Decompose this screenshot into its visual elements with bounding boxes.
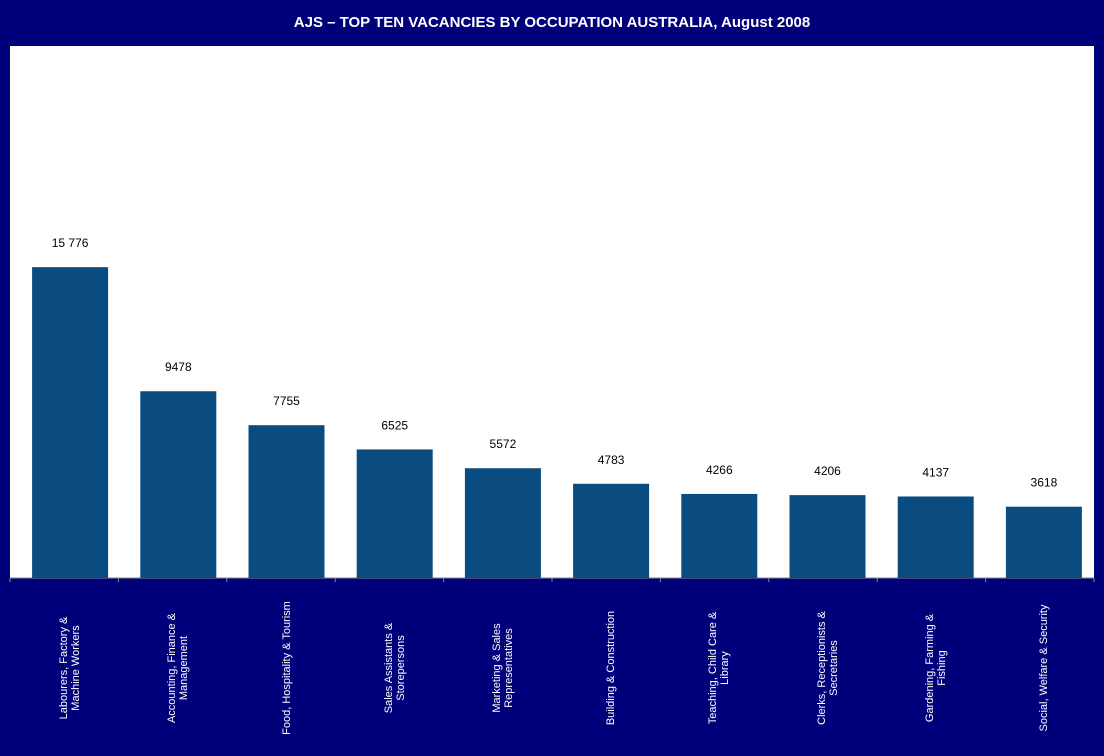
chart-title: AJS – TOP TEN VACANCIES BY OCCUPATION AU… bbox=[294, 14, 810, 31]
bar bbox=[897, 496, 974, 578]
bar bbox=[464, 468, 541, 578]
value-label: 4266 bbox=[706, 463, 733, 477]
x-tick-label: Building & Construction bbox=[605, 610, 618, 726]
value-label: 6525 bbox=[381, 418, 408, 432]
bar bbox=[140, 391, 217, 578]
value-label: 7755 bbox=[273, 394, 300, 408]
x-tick-label: Teaching, Child Care & Library bbox=[707, 611, 732, 725]
x-tick-label: Labourers, Factory & Machine Workers bbox=[58, 616, 83, 720]
bar bbox=[32, 267, 109, 578]
bar bbox=[1005, 506, 1082, 578]
bar bbox=[356, 449, 433, 578]
x-tick-label: Gardening, Farming & Fishing bbox=[923, 613, 948, 723]
value-label: 9478 bbox=[165, 360, 192, 374]
value-label: 15 776 bbox=[52, 236, 89, 250]
value-label: 5572 bbox=[490, 437, 517, 451]
value-label: 4783 bbox=[598, 453, 625, 467]
x-tick-label: Accounting, Finance & Management bbox=[166, 612, 191, 724]
value-label: 4137 bbox=[922, 465, 949, 479]
x-tick-label: Sales Assistants & Storepersons bbox=[382, 622, 407, 714]
bar bbox=[573, 483, 650, 578]
bar bbox=[248, 425, 325, 578]
x-tick-label: Food, Hospitality & Tourism bbox=[280, 601, 293, 735]
bar bbox=[681, 493, 758, 578]
value-label: 4206 bbox=[814, 464, 841, 478]
x-tick-label: Social, Welfare & Security bbox=[1037, 604, 1050, 732]
x-tick-label: Marketing & Sales Representatives bbox=[490, 623, 515, 713]
value-label: 3618 bbox=[1031, 476, 1058, 490]
x-tick-label: Clerks, Receptionists & Secretaries bbox=[815, 611, 840, 725]
bar bbox=[789, 495, 866, 578]
